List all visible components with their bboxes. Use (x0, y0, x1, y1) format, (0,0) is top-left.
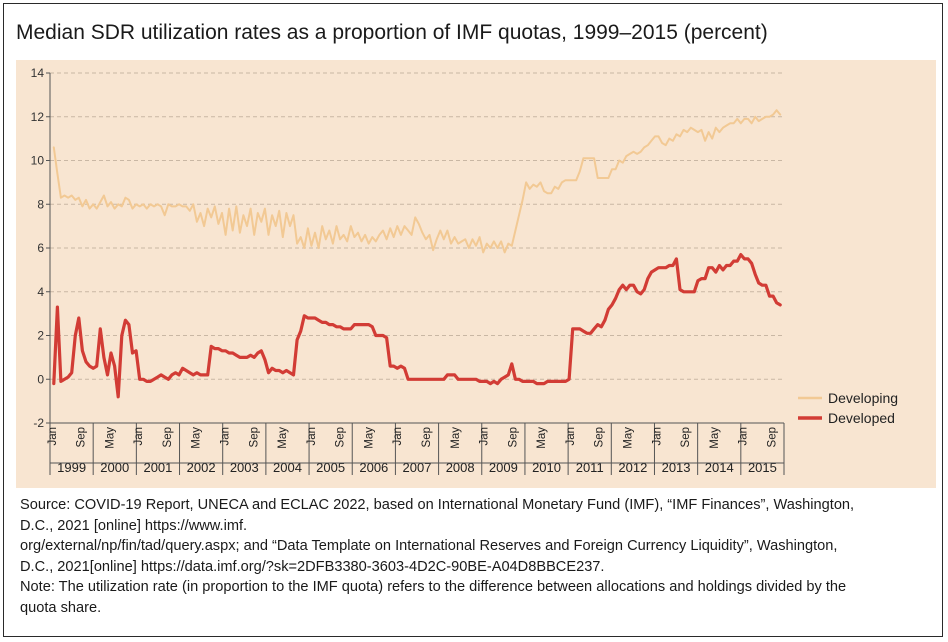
note-line-2: quota share. (20, 599, 102, 616)
month-label: Sep (335, 427, 347, 447)
year-label: 2001 (143, 460, 172, 475)
month-label: Jan (565, 427, 577, 446)
grid-lines (50, 72, 784, 424)
month-label: Jan (479, 427, 491, 446)
month-label: Jan (220, 427, 232, 446)
series-lines (52, 109, 782, 399)
month-label: May (104, 427, 116, 449)
year-label: 2004 (273, 460, 302, 475)
series-line-developed (52, 253, 782, 399)
year-label: 2012 (618, 460, 647, 475)
legend-label-developing: Developing (828, 390, 898, 406)
month-label: May (363, 427, 375, 449)
month-label: Sep (507, 427, 519, 447)
month-label: Jan (47, 427, 59, 446)
month-label: May (277, 427, 289, 449)
month-label: May (536, 427, 548, 449)
y-axis: -2 0 2 4 6 8 10 12 14 (31, 66, 51, 430)
y-tick-label: 8 (37, 197, 44, 211)
y-tick-label: 10 (31, 154, 45, 168)
year-label: 2000 (100, 460, 129, 475)
y-tick-label: 6 (37, 241, 44, 255)
year-label: 2005 (316, 460, 345, 475)
year-label: 2003 (230, 460, 259, 475)
month-label: Jan (651, 427, 663, 446)
y-tick-label: 4 (37, 285, 44, 299)
month-label: Sep (680, 427, 692, 447)
source-line-1: Source: COVID-19 Report, UNECA and ECLAC… (20, 497, 855, 513)
month-label: Sep (421, 427, 433, 447)
chart-panel: -2 0 2 4 6 8 10 12 14 1999 2000 2001 2002 2003 2004 20… (16, 60, 936, 488)
note-line-1: Note: The utilization rate (in proportio… (20, 579, 847, 595)
series-line-developing (52, 109, 782, 254)
x-axis: 1999 2000 2001 2002 2003 2004 2005 2006 2007 2008… (47, 422, 785, 475)
month-label: Jan (306, 427, 318, 446)
year-label: 2013 (662, 460, 691, 475)
month-label: Sep (594, 427, 606, 447)
year-label: 1999 (57, 460, 86, 475)
chart-title: Median SDR utilization rates as a propor… (16, 21, 768, 44)
y-tick-label: 2 (37, 329, 44, 343)
month-label: Sep (162, 427, 174, 447)
y-tick-label: -2 (33, 416, 44, 430)
figure-frame: Median SDR utilization rates as a propor… (3, 3, 943, 637)
year-label: 2006 (359, 460, 388, 475)
year-label: 2010 (532, 460, 561, 475)
chart-background (16, 60, 936, 488)
year-label: 2007 (403, 460, 432, 475)
month-label: May (709, 427, 721, 449)
month-label: May (450, 427, 462, 449)
y-tick-label: 14 (31, 66, 45, 80)
month-label: May (191, 427, 203, 449)
month-label: Jan (738, 427, 750, 446)
month-label: Sep (766, 427, 778, 447)
month-label: Sep (248, 427, 260, 447)
month-label: Jan (392, 427, 404, 446)
source-line-4: D.C., 2021[online] https://data.imf.org/… (20, 558, 605, 575)
line-chart: -2 0 2 4 6 8 10 12 14 1999 2000 2001 2002 2003 2004 20… (16, 60, 936, 488)
y-tick-label: 0 (37, 372, 44, 386)
month-label: Sep (76, 427, 88, 447)
legend-label-developed: Developed (828, 410, 895, 426)
year-label: 2015 (748, 460, 777, 475)
legend: Developing Developed (798, 390, 898, 426)
source-line-2: D.C., 2021 [online] https://www.imf. (20, 517, 248, 534)
year-label: 2008 (446, 460, 475, 475)
year-label: 2002 (187, 460, 216, 475)
source-notes: Source: COVID-19 Report, UNECA and ECLAC… (20, 495, 932, 618)
year-label: 2009 (489, 460, 518, 475)
month-label: Jan (133, 427, 145, 446)
y-tick-label: 12 (31, 110, 45, 124)
month-label: May (622, 427, 634, 449)
year-label: 2011 (576, 460, 604, 475)
year-label: 2014 (705, 460, 734, 475)
source-line-3: org/external/np/fin/tad/query.aspx; and … (20, 538, 838, 554)
